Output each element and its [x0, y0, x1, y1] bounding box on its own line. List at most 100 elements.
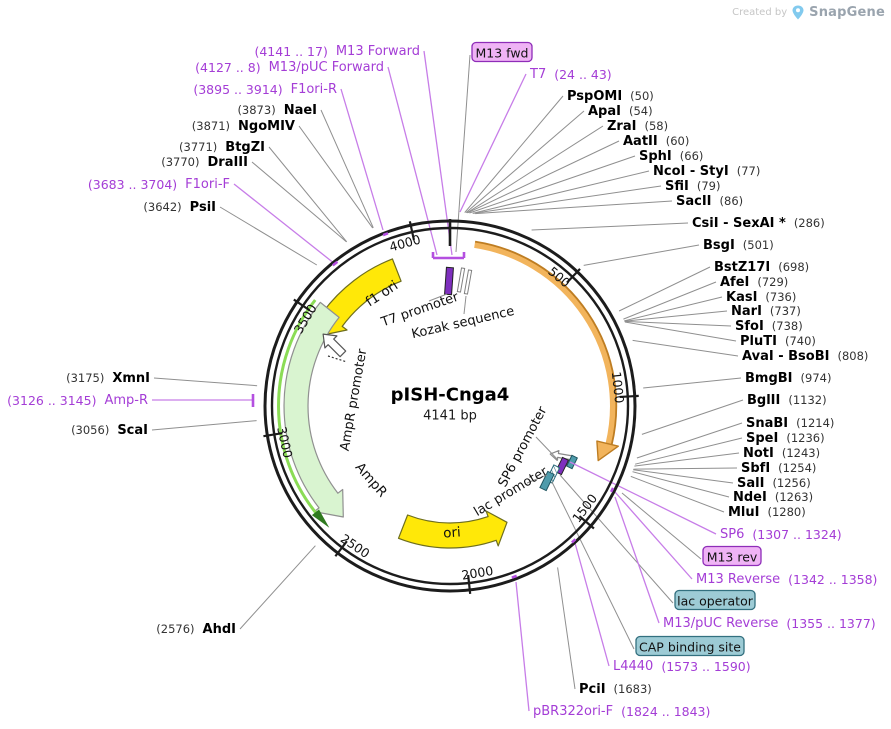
feature-ampr-promoter-arrow[interactable] [322, 333, 347, 358]
label-text-sfoi: SfoI (738) [735, 319, 803, 334]
label-text-noti: NotI (1243) [743, 446, 820, 461]
site-label-amp-r[interactable]: (3126 .. 3145) Amp-R [7, 393, 148, 408]
site-label-m13-rev[interactable]: M13 rev [702, 545, 762, 567]
site-label-sacii[interactable]: SacII (86) [676, 194, 743, 209]
site-label-scai[interactable]: (3056) ScaI [71, 423, 148, 438]
site-label-mlui[interactable]: MluI (1280) [728, 505, 806, 520]
feature-ampr-signal-divider[interactable] [327, 355, 348, 363]
site-label-sfii[interactable]: SfiI (79) [665, 179, 720, 194]
badge-m13-fwd [471, 41, 533, 63]
site-label-nari[interactable]: NarI (737) [731, 304, 801, 319]
leader-noti [634, 452, 740, 467]
leader-pbr322ori-f [515, 581, 530, 712]
feature-kozak-mark-b[interactable] [463, 269, 473, 295]
label-text-naei: (3873) NaeI [237, 103, 317, 118]
site-label-ngomiv[interactable]: (3871) NgoMIV [192, 119, 295, 134]
site-label-psii[interactable]: (3642) PsiI [143, 200, 216, 215]
site-label-m13-reverse[interactable]: M13 Reverse (1342 .. 1358) [696, 572, 877, 587]
leader-sfii [473, 185, 662, 214]
site-label-apai[interactable]: ApaI (54) [588, 104, 653, 119]
feature-ori-arrow[interactable] [397, 510, 508, 549]
site-label-f1ori-r[interactable]: (3895 .. 3914) F1ori-R [193, 82, 337, 97]
site-label-snabi[interactable]: SnaBI (1214) [746, 416, 834, 431]
site-label-lac-operator[interactable]: lac operator [674, 589, 756, 611]
site-label-aatii[interactable]: AatII (60) [623, 134, 689, 149]
site-label-zrai[interactable]: ZraI (58) [607, 119, 668, 134]
site-label-m13-puc-forward[interactable]: (4127 .. 8) M13/pUC Forward [195, 60, 384, 75]
leader-pluti [624, 321, 737, 342]
site-label-noti[interactable]: NotI (1243) [743, 446, 820, 461]
label-text-f1ori-f: (3683 .. 3704) F1ori-F [88, 177, 230, 192]
leader-psii [219, 206, 318, 266]
site-label-sfoi[interactable]: SfoI (738) [735, 319, 803, 334]
site-label-bsgi[interactable]: BsgI (501) [703, 238, 774, 253]
site-label-kasi[interactable]: KasI (736) [726, 290, 796, 305]
leader-afei [623, 281, 717, 320]
site-label-naei[interactable]: (3873) NaeI [237, 103, 317, 118]
leader-m13-rev [621, 492, 702, 560]
feature-lac-promoter-mark[interactable] [566, 454, 578, 470]
tick-2500 [334, 540, 348, 557]
site-label-spei[interactable]: SpeI (1236) [746, 431, 825, 446]
feature-label-ampr-promoter[interactable]: AmpR promoter [338, 347, 371, 452]
leader-bstz17i [618, 266, 711, 312]
leader-ndei [632, 471, 730, 498]
site-label-pluti[interactable]: PluTI (740) [740, 334, 816, 349]
site-label-bglii[interactable]: BglII (1132) [747, 393, 827, 408]
site-label-l4440[interactable]: L4440 (1573 .. 1590) [613, 659, 751, 674]
label-text-xmni: (3175) XmnI [66, 371, 150, 386]
site-label-m13-puc-reverse[interactable]: M13/pUC Reverse (1355 .. 1377) [663, 616, 876, 631]
leader-lac-operator [559, 474, 674, 604]
label-text-ngomiv: (3871) NgoMIV [192, 119, 295, 134]
site-label-sp6[interactable]: SP6 (1307 .. 1324) [720, 527, 842, 542]
label-text-bglii: BglII (1132) [747, 393, 827, 408]
site-label-sphi[interactable]: SphI (66) [639, 149, 703, 164]
site-label-xmni[interactable]: (3175) XmnI [66, 371, 150, 386]
site-label-bstz17i[interactable]: BstZ17I (698) [714, 260, 809, 275]
site-label-f1ori-f[interactable]: (3683 .. 3704) F1ori-F [88, 177, 230, 192]
site-label-cap-binding-site[interactable]: CAP binding site [635, 635, 745, 657]
site-label-pcii[interactable]: PciI (1683) [579, 682, 652, 697]
feature-cap-binding-site-mark[interactable] [539, 470, 555, 492]
tick-label-4000: 4000 [388, 232, 423, 255]
leader-t7 [459, 73, 527, 213]
label-text-ndei: NdeI (1263) [733, 490, 813, 505]
leader-sphi [469, 155, 636, 214]
feature-t7-promoter-mark[interactable] [444, 266, 454, 296]
leader-ncoi-styi [472, 170, 650, 214]
site-label-bmgbi[interactable]: BmgBI (974) [745, 371, 831, 386]
site-label-pspomi[interactable]: PspOMI (50) [567, 89, 654, 104]
site-label-ndei[interactable]: NdeI (1263) [733, 490, 813, 505]
leader-m13-puc-reverse [614, 496, 660, 624]
site-label-pbr322ori-f[interactable]: pBR322ori-F (1824 .. 1843) [533, 704, 710, 719]
feature-ampr-arrow[interactable] [283, 301, 344, 518]
leader-lines-layer [151, 50, 744, 712]
tick-2000 [467, 574, 472, 595]
site-label-m13-forward[interactable]: (4141 .. 17) M13 Forward [254, 44, 420, 59]
site-label-avai-bsobi[interactable]: AvaI - BsoBI (808) [742, 349, 868, 364]
site-label-ncoi-styi[interactable]: NcoI - StyI (77) [653, 164, 760, 179]
leader-bsgi [583, 244, 700, 266]
label-text-bstz17i: BstZ17I (698) [714, 260, 809, 275]
feature-cnga4-insert-arc[interactable] [474, 241, 616, 445]
site-label-m13-fwd[interactable]: M13 fwd [471, 41, 533, 63]
site-label-afei[interactable]: AfeI (729) [720, 275, 788, 290]
badge-cap-binding-site [635, 635, 745, 657]
label-text-csii-sexai: CsiI - SexAI * (286) [692, 216, 825, 231]
feature-ampr-outline-arc[interactable] [277, 299, 318, 514]
site-label-sbfi[interactable]: SbfI (1254) [741, 461, 816, 476]
site-label-t7[interactable]: T7 (24 .. 43) [529, 67, 612, 82]
feature-kozak-mark-a[interactable] [456, 267, 466, 293]
feature-label-ori[interactable]: ori [443, 524, 462, 541]
site-label-sali[interactable]: SalI (1256) [737, 476, 811, 491]
feature-label-ampr[interactable]: AmpR [352, 460, 391, 501]
site-label-ahdi[interactable]: (2576) AhdI [156, 622, 236, 637]
label-text-afei: AfeI (729) [720, 275, 788, 290]
label-text-zrai: ZraI (58) [607, 119, 668, 134]
leader-cap-binding-site [551, 481, 635, 650]
site-label-csii-sexai[interactable]: CsiI - SexAI * (286) [692, 216, 825, 231]
site-label-draiii[interactable]: (3770) DraIII [161, 155, 248, 170]
label-text-sacii: SacII (86) [676, 194, 743, 209]
site-label-btgzi[interactable]: (3771) BtgZI [179, 140, 265, 155]
leader-kasi [624, 296, 723, 322]
